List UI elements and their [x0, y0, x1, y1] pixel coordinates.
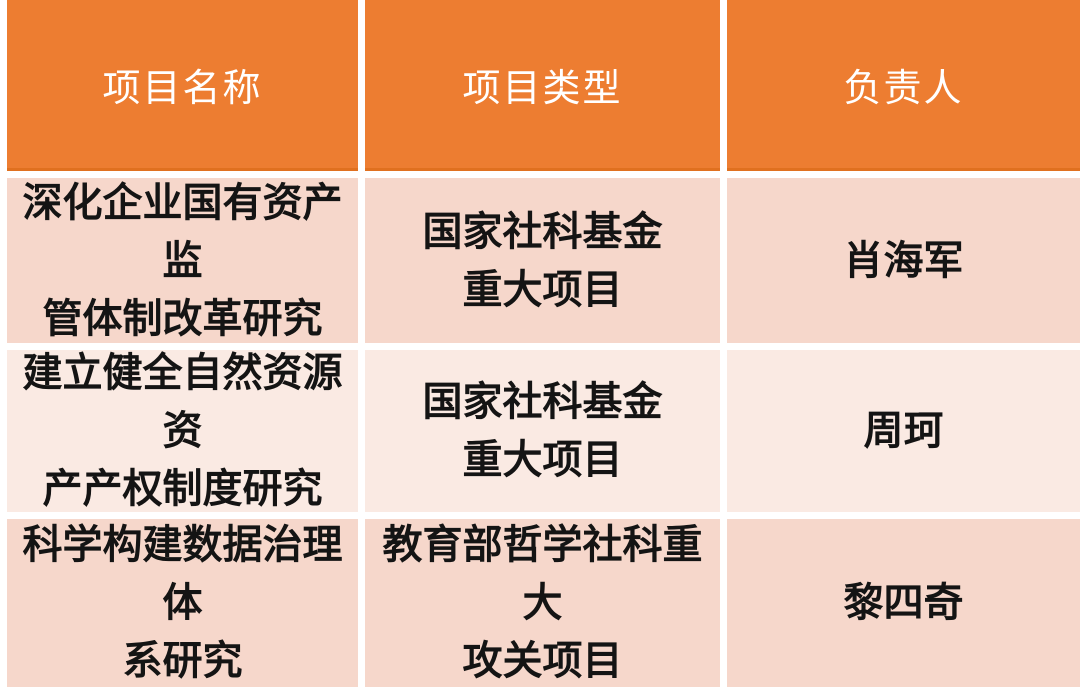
header-cell-project-name: 项目名称 — [7, 0, 358, 171]
cell-row1-project-type: 国家社科基金 重大项目 — [365, 178, 720, 343]
projects-table: 项目名称 项目类型 负责人 深化企业国有资产监 管体制改革研究 国家社科基金 重… — [7, 0, 1080, 687]
cell-row3-leader: 黎四奇 — [727, 519, 1080, 687]
cell-row2-project-name: 建立健全自然资源资 产产权制度研究 — [7, 350, 358, 512]
header-cell-leader: 负责人 — [727, 0, 1080, 171]
cell-row2-leader: 周珂 — [727, 350, 1080, 512]
cell-row1-leader: 肖海军 — [727, 178, 1080, 343]
cell-row1-project-name: 深化企业国有资产监 管体制改革研究 — [7, 178, 358, 343]
cell-row3-project-type: 教育部哲学社科重大 攻关项目 — [365, 519, 720, 687]
header-cell-project-type: 项目类型 — [365, 0, 720, 171]
cell-row3-project-name: 科学构建数据治理体 系研究 — [7, 519, 358, 687]
cell-row2-project-type: 国家社科基金 重大项目 — [365, 350, 720, 512]
